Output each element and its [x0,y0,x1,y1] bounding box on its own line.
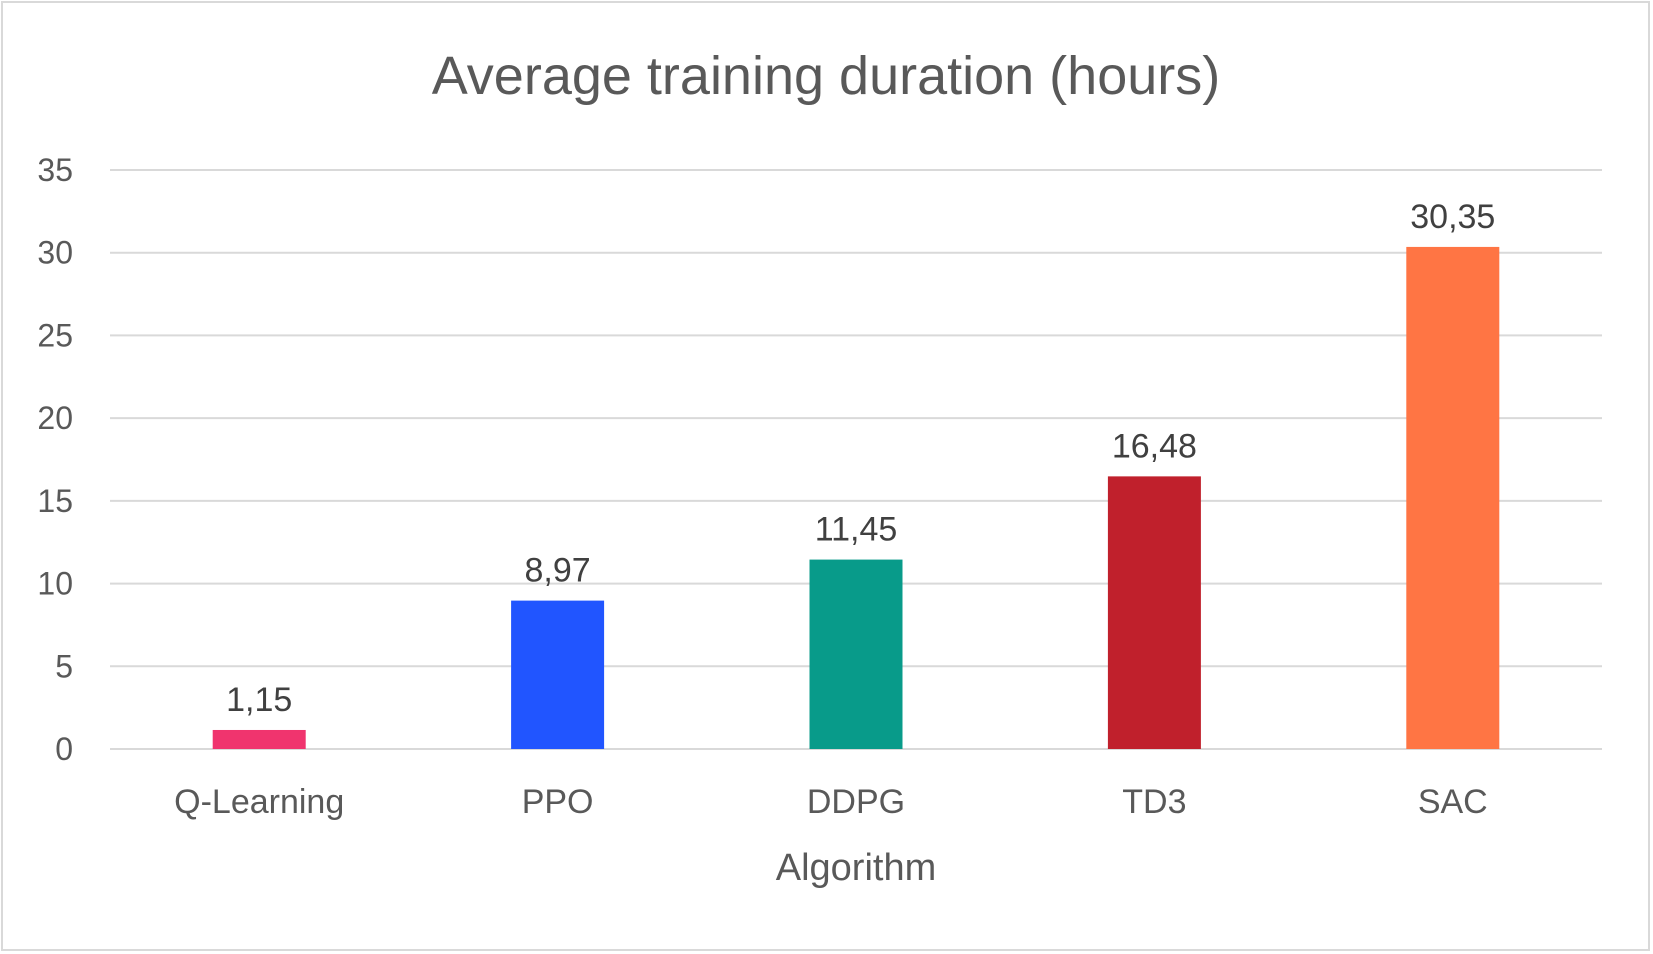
data-label: 16,48 [1112,427,1197,465]
bar-ppo [511,600,605,749]
gridlines [110,169,1602,750]
bars [212,246,1500,749]
x-category-label: Q-Learning [174,783,344,821]
x-category-label: SAC [1418,783,1488,821]
y-tick-label: 15 [37,483,73,519]
data-label: 1,15 [226,681,292,719]
x-axis-title: Algorithm [776,847,937,889]
y-axis-ticks: 0 5 10 15 20 25 30 35 [37,152,73,767]
bar-td3 [1107,476,1201,749]
y-tick-label: 30 [37,235,73,271]
x-category-label: DDPG [807,783,905,821]
x-axis-categories: Q-Learning PPO DDPG TD3 SAC [174,783,1488,821]
bar-ddpg [809,559,903,749]
bar-q-learning [212,729,306,749]
y-tick-label: 5 [55,648,73,684]
y-tick-label: 0 [55,731,73,767]
bar-sac [1406,246,1500,749]
x-category-label: TD3 [1122,783,1186,821]
y-tick-label: 35 [37,152,73,188]
data-label: 8,97 [525,552,591,590]
y-tick-label: 20 [37,400,73,436]
data-label: 30,35 [1410,198,1495,236]
chart-title: Average training duration (hours) [432,46,1220,106]
data-label: 11,45 [815,511,898,549]
y-tick-label: 10 [37,566,73,602]
x-category-label: PPO [522,783,594,821]
data-labels: 1,15 8,97 11,45 16,48 30,35 [226,198,1495,719]
y-tick-label: 25 [37,317,73,353]
